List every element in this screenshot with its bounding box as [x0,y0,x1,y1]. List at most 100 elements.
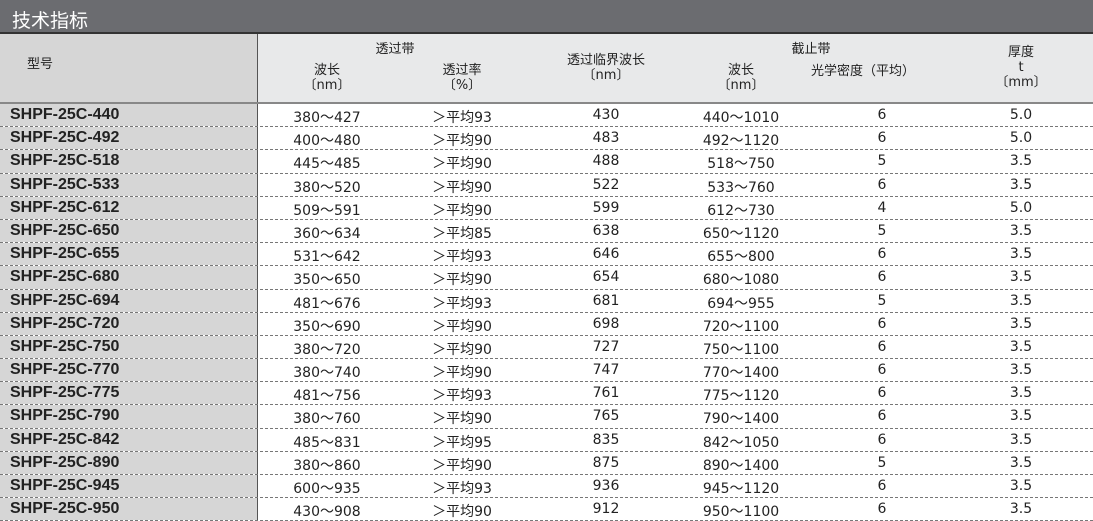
cut-wavelength-cell: 650～1120 [702,225,780,242]
transmittance-cell: ＞平均90 [432,365,492,382]
transmittance-cell: ＞平均93 [432,481,492,497]
pass-wavelength-cell: 481～756 [293,388,361,405]
thickness-cell: 3.5 [1009,338,1033,355]
model-cell: SHPF-25C-750 [0,335,258,359]
transmittance-cell: ＞平均85 [432,225,492,242]
transmittance-cell: ＞平均93 [432,249,492,266]
transmittance-cell: ＞平均95 [432,434,492,451]
pass-wavelength-cell: 531～642 [293,249,361,266]
critical-wavelength-cell: 835 [592,431,620,448]
transmittance-cell: ＞平均90 [432,179,492,196]
table-body: SHPF-25C-440 380～427 ＞平均93 430 440～1010 6 5.0 S… [0,104,1093,521]
pass-wl-header: 波长 〔nm〕 [303,63,351,93]
table-row: SHPF-25C-533 380～520 ＞平均90 522 533～760 6 3.5 [0,173,1093,197]
cut-wavelength-cell: 655～800 [707,249,775,266]
transmittance-cell: ＞平均90 [432,411,492,428]
pass-wavelength-cell: 350～650 [293,272,361,289]
optical-density-cell: 4 [877,199,887,216]
table-header: 型号 透过带 波长 〔nm〕 透过率 〔%〕 透过临界波长 〔nm〕 截止带 波长 〔n… [0,34,1093,104]
thickness-cell: 3.5 [1009,292,1033,309]
transmittance-cell: ＞平均93 [432,388,492,405]
table-row: SHPF-25C-842 485～831 ＞平均95 835 842～1050 6 3.5 [0,428,1093,452]
cut-wavelength-cell: 775～1120 [702,388,780,405]
transmittance-cell: ＞平均90 [432,156,492,173]
table-row: SHPF-25C-750 380～720 ＞平均90 727 750～1100 6 3.5 [0,335,1093,360]
thickness-cell: 3.5 [1009,454,1033,471]
transmittance-cell: ＞平均90 [432,272,492,289]
table-row: SHPF-25C-694 481～676 ＞平均93 681 694～955 5 3.5 [0,289,1093,313]
critical-wavelength-cell: 654 [592,269,620,286]
section-title: 技术指标 [0,0,1093,34]
model-cell: SHPF-25C-680 [0,266,258,289]
cut-wavelength-cell: 770～1400 [702,365,780,382]
pass-wavelength-cell: 380～520 [293,179,361,196]
table-row: SHPF-25C-650 360～634 ＞平均85 638 650～1120 5 3.5 [0,219,1093,244]
optical-density-cell: 6 [877,431,887,448]
model-cell: SHPF-25C-440 [0,104,258,127]
optical-density-cell: 6 [877,478,887,494]
critical-wavelength-cell: 698 [592,315,620,332]
model-cell: SHPF-25C-650 [0,219,258,243]
pass-wavelength-cell: 485～831 [293,434,361,451]
pass-wavelength-cell: 600～935 [293,481,361,497]
optical-density-cell: 6 [877,362,887,379]
transmittance-cell: ＞平均90 [432,457,492,474]
transmittance-cell: ＞平均90 [432,133,492,150]
table-row: SHPF-25C-945 600～935 ＞平均93 936 945～1120 6 3.5 [0,475,1093,499]
critical-wavelength-cell: 936 [592,478,620,494]
transmittance-cell: ＞平均90 [432,504,492,521]
critical-wavelength-cell: 638 [592,222,620,239]
critical-wavelength-cell: 681 [592,292,620,309]
optical-density-cell: 6 [877,130,887,147]
thickness-cell: 3.5 [1009,385,1033,402]
table-row: SHPF-25C-775 481～756 ＞平均93 761 775～1120 6 3.5 [0,382,1093,406]
table-row: SHPF-25C-790 380～760 ＞平均90 765 790～1400 6 3.5 [0,405,1093,429]
cut-wavelength-cell: 750～1100 [702,341,780,358]
table-row: SHPF-25C-680 350～650 ＞平均90 654 680～1080 6 3.5 [0,266,1093,290]
pass-wavelength-cell: 380～860 [293,457,361,474]
critical-wavelength-cell: 761 [592,385,620,402]
thickness-cell: 3.5 [1009,153,1033,170]
table-row: SHPF-25C-890 380～860 ＞平均90 875 890～1400 5 3.5 [0,451,1093,475]
cut-wavelength-cell: 790～1400 [702,411,780,428]
model-cell: SHPF-25C-945 [0,475,258,498]
thickness-cell: 3.5 [1009,269,1033,286]
critical-wavelength-cell: 727 [592,338,620,355]
model-header: 型号 [26,57,54,72]
model-cell: SHPF-25C-890 [0,451,258,474]
cut-wavelength-cell: 950～1100 [702,504,780,521]
cut-wavelength-cell: 533～760 [707,179,775,196]
table-row: SHPF-25C-950 430～908 ＞平均90 912 950～1100 6 3.5 [0,498,1093,521]
cut-wavelength-cell: 440～1010 [702,110,780,126]
cut-wavelength-cell: 518～750 [707,156,775,173]
critical-header: 透过临界波长 〔nm〕 [566,53,646,83]
pass-wavelength-cell: 360～634 [293,225,361,242]
model-header-cell [0,34,258,102]
table-row: SHPF-25C-440 380～427 ＞平均93 430 440～1010 6 5.0 [0,104,1093,128]
thickness-cell: 3.5 [1009,315,1033,332]
pass-wavelength-cell: 380～427 [293,110,361,126]
model-cell: SHPF-25C-790 [0,405,258,428]
critical-wavelength-cell: 483 [592,130,620,147]
table-row: SHPF-25C-720 350～690 ＞平均90 698 720～1100 6 3.5 [0,312,1093,336]
thickness-cell: 5.0 [1009,199,1033,216]
pass-wavelength-cell: 380～740 [293,365,361,382]
table-row: SHPF-25C-655 531～642 ＞平均93 646 655～800 6 3.5 [0,243,1093,267]
optical-density-cell: 5 [877,454,887,471]
pass-wavelength-cell: 509～591 [293,202,361,219]
model-cell: SHPF-25C-655 [0,243,258,266]
table-row: SHPF-25C-770 380～740 ＞平均90 747 770～1400 6 3.5 [0,359,1093,383]
model-cell: SHPF-25C-518 [0,150,258,173]
pass-wavelength-cell: 380～720 [293,341,361,358]
cut-wavelength-cell: 945～1120 [702,481,780,497]
thickness-cell: 3.5 [1009,431,1033,448]
cut-wavelength-cell: 842～1050 [702,434,780,451]
pass-wavelength-cell: 380～760 [293,411,361,428]
pass-wavelength-cell: 481～676 [293,295,361,312]
cut-wl-header: 波长 〔nm〕 [717,63,765,93]
transmittance-cell: ＞平均90 [432,318,492,335]
optical-density-cell: 5 [877,153,887,170]
critical-wavelength-cell: 875 [592,454,620,471]
transmittance-cell: ＞平均90 [432,202,492,219]
thickness-cell: 3.5 [1009,501,1033,518]
